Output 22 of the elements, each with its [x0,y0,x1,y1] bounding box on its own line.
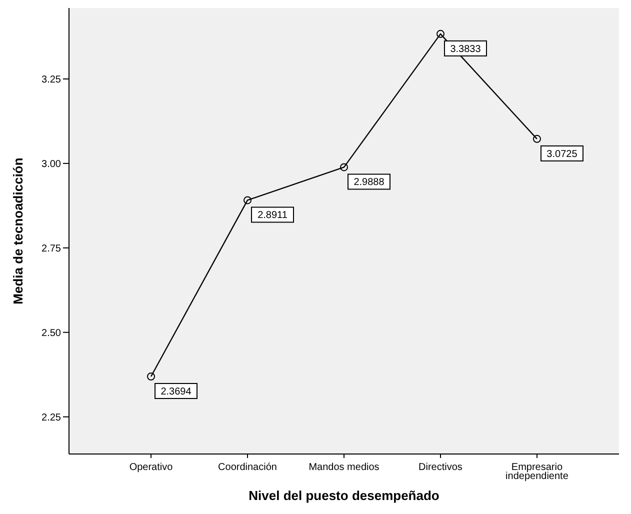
data-label: 3.0725 [546,148,578,160]
y-tick-label: 2.25 [42,412,62,424]
point [244,196,252,204]
data-label: 3.3833 [450,44,482,55]
point [147,372,156,380]
x-tick-label: Mandos medios [308,462,380,473]
x-tick-label: Operativo [129,462,174,473]
y-tick-label: 3.25 [42,74,62,86]
point [532,134,541,143]
x-tick-label: Coordinación [218,462,277,473]
x-tick-label: Empresario independiente [506,462,569,482]
data-label: 2.9888 [354,177,385,188]
data-label: 2.3694 [160,386,192,398]
data-label: 2.8911 [258,210,288,222]
y-tick-label: 2.75 [42,243,62,254]
y-tick-label: 3.00 [42,158,62,170]
y-axis-title: Media de tecnoadicción [10,158,26,304]
y-tick-label: 2.50 [42,328,62,339]
x-axis-title: Nivel del puesto desempeñado [248,488,440,503]
point [436,30,444,38]
point [340,163,348,172]
x-tick-label: Directivos [418,462,462,473]
